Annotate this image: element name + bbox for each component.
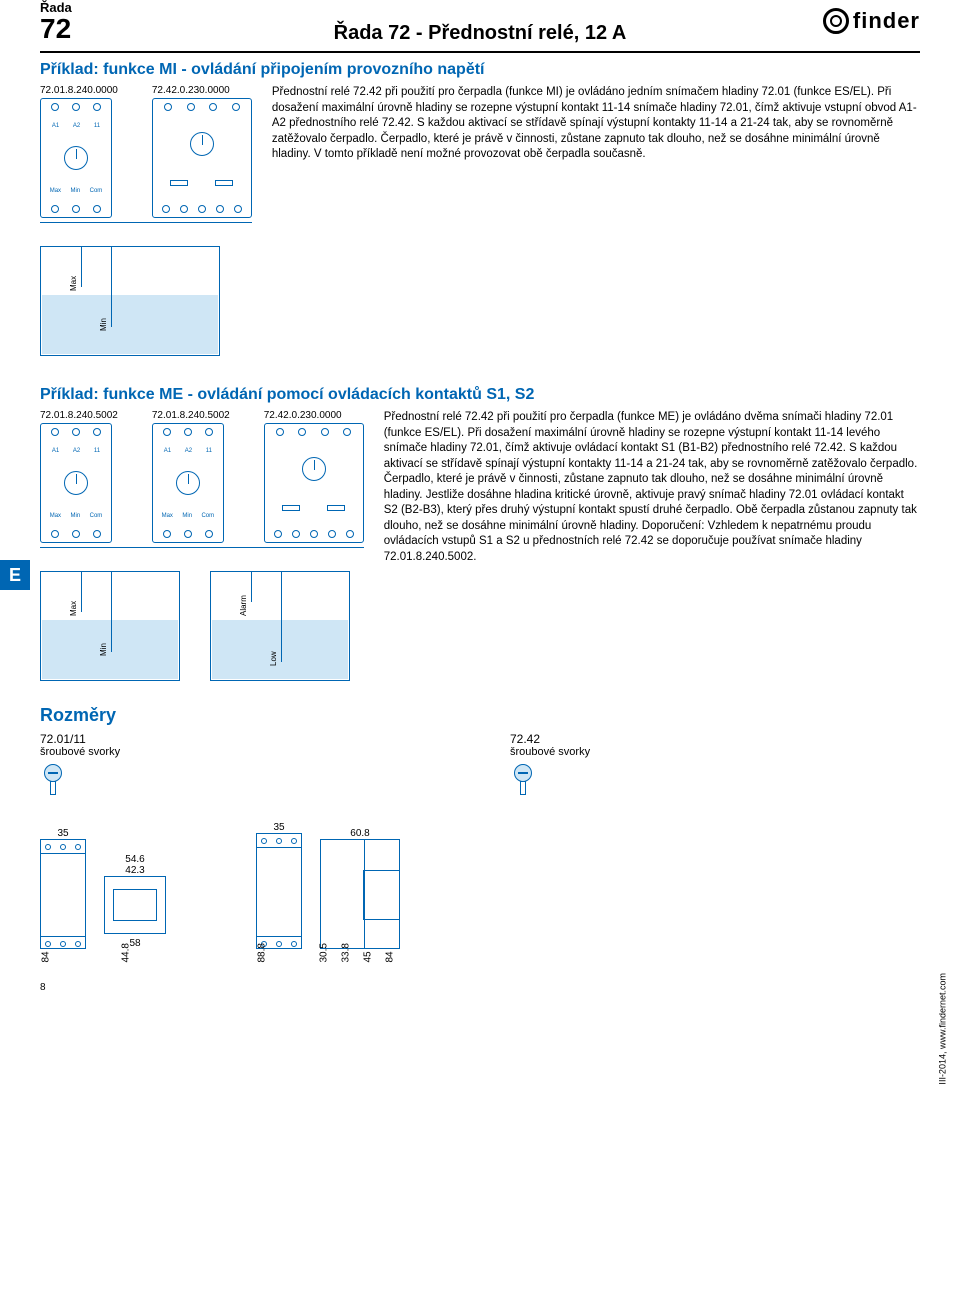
screw-icon — [510, 764, 536, 796]
relay-module-7242-b — [264, 423, 364, 543]
tank-diagram: Max Min — [40, 246, 220, 356]
module-a-label: 72.01.8.240.0000 — [40, 85, 118, 96]
dial-icon — [64, 146, 88, 170]
example2-title: Příklad: funkce ME - ovládání pomocí ovl… — [40, 386, 920, 404]
side-tab-e: E — [0, 560, 30, 590]
page-title: Řada 72 - Přednostní relé, 12 A — [40, 0, 920, 53]
relay-module-7201-left: A1A211 MaxMinCom — [40, 423, 112, 543]
dims-left-sub: šroubové svorky — [40, 746, 450, 758]
dims-title: Rozměry — [40, 705, 920, 726]
tank2-low: Low — [269, 651, 278, 666]
tank-max-label: Max — [69, 276, 78, 291]
module2b-label: 72.01.8.240.5002 — [152, 410, 230, 421]
module2a-label: 72.01.8.240.5002 — [40, 410, 118, 421]
dim-d1: 58 — [104, 938, 166, 949]
example1-row: 72.01.8.240.0000 A1A211 MaxMinCom 72.42.… — [40, 85, 920, 356]
module2c-label: 72.42.0.230.0000 — [264, 410, 364, 421]
dims-drawings: 35 — [40, 822, 920, 962]
module-b-label: 72.42.0.230.0000 — [152, 85, 252, 96]
series-number: 72 — [40, 15, 72, 43]
example1-title: Příklad: funkce MI - ovládání připojením… — [40, 61, 920, 79]
dim-w2top: 54.6 — [104, 854, 166, 865]
brand-logo: finder — [823, 8, 920, 34]
dims-header-row: 72.01/11 šroubové svorky 72.42 šroubové … — [40, 732, 920, 802]
dial-icon — [190, 132, 214, 156]
relay-module-7242 — [152, 98, 252, 218]
example2-diagram: 72.01.8.240.5002 A1A211 MaxMinCom 72.01.… — [40, 410, 364, 681]
dim-w3: 35 — [256, 822, 302, 833]
tank2-alarm: Alarm — [239, 595, 248, 616]
relay-module-7201-right: A1A211 MaxMinCom — [152, 423, 224, 543]
example1-diagram: 72.01.8.240.0000 A1A211 MaxMinCom 72.42.… — [40, 85, 252, 356]
dim-w4: 60.8 — [320, 828, 400, 839]
tank1-max: Max — [69, 601, 78, 616]
example2-row: 72.01.8.240.5002 A1A211 MaxMinCom 72.01.… — [40, 410, 920, 681]
dim-h4: 33.8 — [341, 951, 352, 963]
dim-h1: 84 — [41, 951, 52, 963]
dim-h5: 30.5 — [319, 951, 330, 963]
footer-meta: III-2014, www.findernet.com — [938, 973, 948, 1085]
screw-icon — [40, 764, 66, 796]
dim-side-7201 — [104, 876, 166, 934]
dim-front-7201 — [40, 839, 86, 949]
dims-left-code: 72.01/11 — [40, 732, 450, 746]
example2-body: Přednostní relé 72.42 při použití pro če… — [384, 410, 920, 681]
dim-group-7201: 35 — [40, 828, 166, 962]
dim-h3: 88.8 — [257, 951, 268, 963]
tank1-diagram: Max Min — [40, 571, 180, 681]
page-footer: 8 — [40, 982, 920, 993]
series-header: Řada 72 — [40, 0, 72, 43]
dim-group-7242: 35 — [256, 822, 400, 962]
dim-h2: 44.8 — [121, 951, 132, 963]
dims-right-code: 72.42 — [510, 732, 920, 746]
dim-front-7242 — [256, 833, 302, 949]
brand-icon — [823, 8, 849, 34]
brand-text: finder — [853, 8, 920, 34]
dim-h6: 45 — [363, 951, 374, 963]
tank1-min: Min — [99, 643, 108, 656]
dim-w2: 42.3 — [104, 865, 166, 876]
dim-w1: 35 — [40, 828, 86, 839]
relay-module-7201: A1A211 MaxMinCom — [40, 98, 112, 218]
dim-h7: 84 — [385, 951, 396, 963]
example1-body: Přednostní relé 72.42 při použití pro če… — [272, 85, 920, 356]
dim-side-7242 — [320, 839, 400, 949]
tank2-diagram: Alarm Low — [210, 571, 350, 681]
page-number: 8 — [40, 982, 46, 993]
dims-right-sub: šroubové svorky — [510, 746, 920, 758]
tank-min-label: Min — [99, 318, 108, 331]
